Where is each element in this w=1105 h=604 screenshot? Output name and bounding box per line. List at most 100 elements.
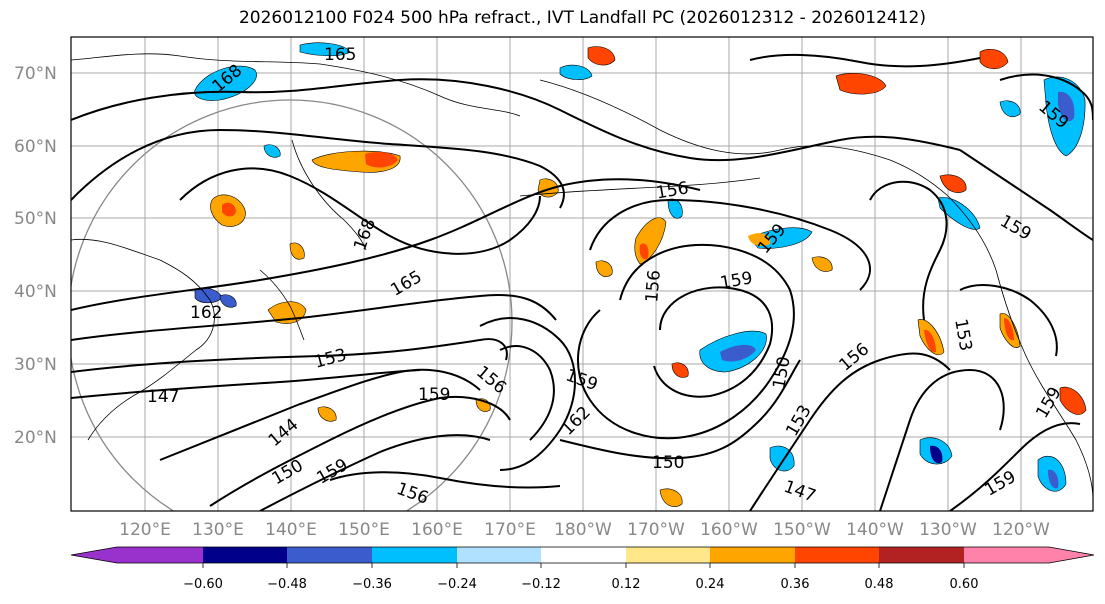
lon-label: 170°W: [627, 520, 685, 540]
anomaly-positive: [1059, 386, 1087, 415]
map-title: 2026012100 F024 500 hPa refract., IVT La…: [238, 8, 926, 28]
colorbar-segment: [710, 547, 795, 563]
lon-label: 120°E: [119, 520, 171, 540]
lon-label: 120°W: [992, 520, 1050, 540]
contour-line: [589, 198, 871, 291]
contour-line: [71, 78, 961, 162]
landfall-circle: [71, 99, 513, 511]
lon-label: 150°W: [773, 520, 831, 540]
lon-label: 140°E: [265, 520, 317, 540]
colorbar-tick-label: 0.12: [612, 577, 641, 592]
anomaly-positive: [835, 73, 887, 95]
lat-label: 30°N: [14, 355, 57, 375]
anomaly-positive: [222, 202, 236, 217]
anomaly-negative: [299, 42, 351, 57]
lon-label: 170°E: [484, 520, 536, 540]
lon-label: 180°W: [554, 520, 612, 540]
anomaly-positive: [537, 178, 559, 198]
anomaly-positive: [639, 243, 649, 260]
contour-line: [329, 471, 561, 489]
lat-label: 60°N: [14, 137, 57, 157]
anomaly-positive: [671, 362, 689, 378]
contour-label: 159: [418, 385, 450, 405]
anomaly-negative: [263, 144, 281, 158]
lon-label: 130°W: [919, 520, 977, 540]
anomaly-negative: [219, 294, 237, 308]
lon-label: 130°E: [192, 520, 244, 540]
anomaly-negative: [1058, 91, 1075, 122]
anomaly-positive: [659, 488, 683, 507]
colorbar-extend-right: [1049, 547, 1094, 563]
map-border: [70, 36, 1094, 512]
anomaly-negative: [559, 64, 593, 80]
anomaly-positive: [587, 46, 616, 66]
colorbar-tick-label: 0.24: [696, 577, 725, 592]
lon-label: 140°W: [846, 520, 904, 540]
anomaly-positive: [595, 260, 613, 277]
colorbar-segment: [372, 547, 457, 563]
colorbar-segment: [964, 547, 1049, 563]
contour-line: [159, 368, 481, 461]
contour-label: 162: [190, 303, 222, 323]
contour-line: [559, 359, 801, 460]
anomaly-negative: [937, 197, 981, 230]
height-contours: [71, 53, 1093, 511]
contour-line: [179, 167, 541, 255]
colorbar-extend-left: [71, 547, 117, 563]
colorbar-tick-label: −0.36: [352, 577, 392, 592]
colorbar-segment: [457, 547, 541, 563]
lon-label: 160°E: [411, 520, 463, 540]
anomaly-positive: [365, 152, 398, 168]
lat-label: 70°N: [14, 64, 57, 84]
colorbar-segment: [879, 547, 964, 563]
colorbar: −0.60 −0.48 −0.36 −0.24 −0.12 0.12 0.24 …: [70, 546, 1095, 592]
coastline-kamchatka: [291, 139, 367, 251]
contour-line: [71, 338, 508, 373]
contour-line: [71, 128, 565, 209]
lat-label: 20°N: [14, 428, 57, 448]
latitude-labels: 70°N 60°N 50°N 40°N 30°N 20°N: [14, 64, 57, 448]
coastline-asia: [71, 53, 521, 117]
anomaly-negative: [999, 100, 1021, 117]
colorbar-ticks: [202, 563, 965, 568]
anomaly-positive: [1004, 318, 1014, 341]
contour-label: 147: [147, 387, 179, 407]
contour-line: [71, 369, 421, 399]
contour-line: [749, 53, 981, 68]
colorbar-tick-label: −0.24: [437, 577, 477, 592]
contour-line: [959, 149, 1093, 241]
colorbar-segment: [626, 547, 710, 563]
contour-line: [959, 284, 1058, 357]
colorbar-outline: [70, 546, 1095, 564]
map-area: [71, 37, 1093, 511]
colorbar-tick-label: 0.36: [781, 577, 810, 592]
contour-line: [949, 422, 1081, 511]
anomaly-shading: [194, 42, 1087, 507]
longitude-labels: 120°E 130°E 140°E 150°E 160°E 170°E 180°…: [119, 520, 1050, 540]
contour-line: [71, 178, 701, 311]
anomaly-negative: [720, 344, 756, 362]
lon-label: 150°E: [338, 520, 390, 540]
colorbar-segment: [795, 547, 879, 563]
anomaly-positive: [939, 174, 967, 193]
contour-line: [869, 180, 948, 321]
contour-label: 156: [642, 269, 665, 303]
colorbar-segment: [203, 547, 287, 563]
anomaly-positive: [289, 242, 305, 260]
contour-label: 165: [324, 45, 356, 65]
colorbar-segment: [287, 547, 372, 563]
anomaly-positive: [924, 329, 936, 353]
colorbar-tick-label: 0.48: [865, 577, 894, 592]
contour-line: [479, 317, 576, 471]
contour-line: [209, 396, 511, 507]
anomaly-positive: [811, 256, 833, 272]
lat-label: 50°N: [14, 209, 57, 229]
contour-label: 150: [652, 453, 684, 473]
coastline-aleutians: [519, 177, 761, 197]
colorbar-segment: [541, 547, 626, 563]
anomaly-positive: [979, 49, 1009, 70]
coastline-alaska: [539, 79, 949, 197]
contour-line: [499, 345, 555, 441]
contour-line: [71, 294, 557, 341]
